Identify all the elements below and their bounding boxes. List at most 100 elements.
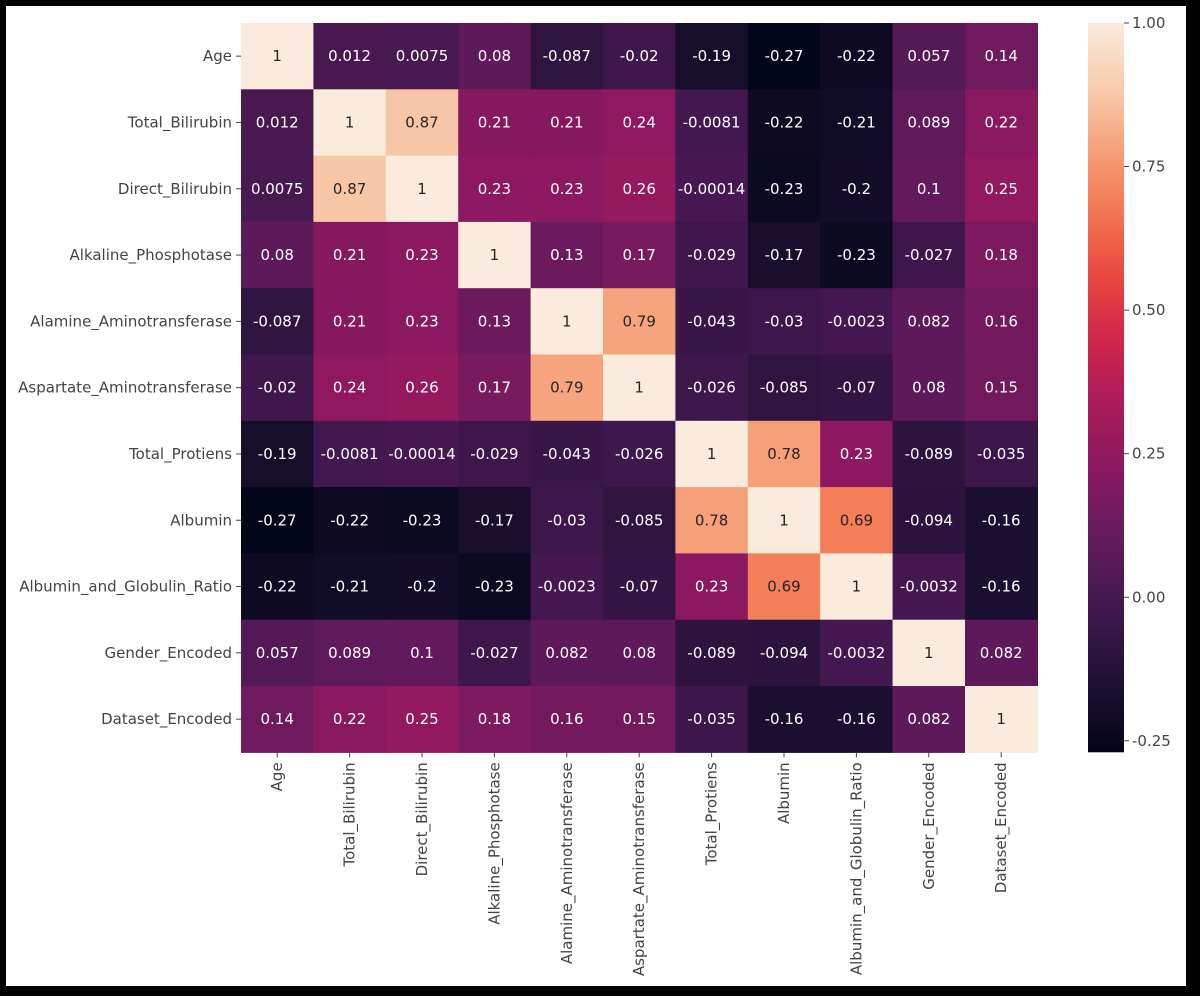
heatmap-cell bbox=[385, 155, 459, 223]
cell-annotation: 0.25 bbox=[984, 180, 1017, 198]
x-label-dataset-encoded: Dataset_Encoded bbox=[992, 762, 1011, 893]
heatmap-cell bbox=[747, 686, 821, 753]
heatmap-cell bbox=[892, 221, 966, 289]
heatmap-cell bbox=[458, 155, 532, 223]
cell-annotation: -0.22 bbox=[330, 511, 369, 529]
heatmap-cell bbox=[313, 420, 387, 488]
heatmap-cell bbox=[820, 288, 894, 356]
cell-annotation: 0.1 bbox=[410, 644, 434, 662]
cell-annotation: 0.79 bbox=[622, 312, 655, 330]
cell-annotation: -0.2 bbox=[407, 578, 436, 596]
heatmap-cell bbox=[965, 553, 1038, 621]
cell-annotation: 1 bbox=[490, 246, 500, 264]
cell-annotation: 0.23 bbox=[478, 180, 511, 198]
heatmap-cell bbox=[747, 487, 821, 554]
cell-annotation: 0.08 bbox=[912, 379, 945, 397]
heatmap-cell bbox=[458, 89, 532, 157]
cell-annotation: 0.23 bbox=[405, 312, 438, 330]
heatmap-cell bbox=[385, 354, 459, 422]
heatmap-cell bbox=[313, 288, 387, 356]
cell-annotation: 0.21 bbox=[333, 312, 366, 330]
cell-annotation: 0.22 bbox=[333, 710, 366, 728]
cell-annotation: -0.07 bbox=[837, 379, 876, 397]
heatmap-cell bbox=[530, 155, 604, 223]
colorbar-tick-label: -0.25 bbox=[1132, 732, 1171, 750]
cell-annotation: -0.085 bbox=[760, 379, 808, 397]
cell-annotation: -0.029 bbox=[687, 246, 735, 264]
heatmap-cell bbox=[603, 686, 676, 753]
heatmap-cell bbox=[241, 354, 314, 422]
cell-annotation: 1 bbox=[562, 312, 572, 330]
cell-annotation: 0.78 bbox=[695, 511, 728, 529]
heatmap-cell bbox=[965, 619, 1038, 687]
heatmap-cell bbox=[965, 420, 1038, 488]
cell-annotation: 1 bbox=[417, 180, 427, 198]
cell-annotation: 0.69 bbox=[767, 578, 800, 596]
heatmap-cell bbox=[820, 686, 894, 753]
y-label-albumin: Albumin bbox=[170, 511, 232, 529]
heatmap-cell bbox=[603, 354, 676, 422]
cell-annotation: 0.23 bbox=[550, 180, 583, 198]
cell-annotation: -0.026 bbox=[615, 445, 663, 463]
cell-annotation: 0.26 bbox=[405, 379, 438, 397]
cell-annotation: -0.21 bbox=[330, 578, 369, 596]
cell-annotation: 0.23 bbox=[695, 578, 728, 596]
colorbar-tick-label: 0.00 bbox=[1132, 588, 1165, 606]
cell-annotation: 0.1 bbox=[917, 180, 941, 198]
heatmap-cell bbox=[603, 619, 676, 687]
cell-annotation: 0.16 bbox=[984, 312, 1017, 330]
cell-annotation: 0.23 bbox=[840, 445, 873, 463]
heatmap-cell bbox=[747, 354, 821, 422]
colorbar: -0.25 0.00 0.25 0.50 0.75 1.00 bbox=[1088, 14, 1171, 753]
heatmap-cell bbox=[820, 155, 894, 223]
cell-annotation: 0.0075 bbox=[396, 47, 449, 65]
cell-annotation: -0.087 bbox=[253, 312, 301, 330]
cell-annotation: 0.23 bbox=[405, 246, 438, 264]
heatmap-cell bbox=[530, 553, 604, 621]
cell-annotation: -0.2 bbox=[842, 180, 871, 198]
heatmap-cell bbox=[603, 288, 676, 356]
cell-annotation: 0.089 bbox=[907, 113, 950, 131]
cell-annotation: 0.012 bbox=[328, 47, 371, 65]
y-label-age: Age bbox=[203, 47, 232, 65]
y-axis-labels: Age Total_Bilirubin Direct_Bilirubin Alkali… bbox=[18, 47, 241, 729]
heatmap-cell bbox=[458, 23, 532, 90]
heatmap-cell bbox=[965, 686, 1038, 753]
heatmap-cell bbox=[965, 288, 1038, 356]
heatmap-cell bbox=[385, 288, 459, 356]
cell-annotation: 0.08 bbox=[260, 246, 293, 264]
heatmap-cell bbox=[820, 221, 894, 289]
cell-annotation: 0.08 bbox=[622, 644, 655, 662]
cell-annotation: -0.0032 bbox=[827, 644, 885, 662]
heatmap-cell bbox=[241, 619, 314, 687]
cell-annotation: 0.089 bbox=[328, 644, 371, 662]
x-label-gender-encoded: Gender_Encoded bbox=[920, 762, 939, 889]
heatmap-cell bbox=[603, 23, 676, 90]
x-label-total-protiens: Total_Protiens bbox=[703, 762, 722, 866]
cell-annotation: 0.16 bbox=[550, 710, 583, 728]
heatmap-cell bbox=[892, 487, 966, 554]
colorbar-tick-label: 0.75 bbox=[1132, 158, 1165, 176]
heatmap-cell bbox=[241, 221, 314, 289]
colorbar-tick-label: 0.25 bbox=[1132, 445, 1165, 463]
cell-annotation: -0.16 bbox=[837, 710, 876, 728]
cell-annotation: -0.089 bbox=[687, 644, 735, 662]
cell-annotation: 0.24 bbox=[622, 113, 655, 131]
heatmap-cell bbox=[530, 23, 604, 90]
heatmap-cell bbox=[385, 221, 459, 289]
cell-annotation: 0.17 bbox=[478, 379, 511, 397]
x-axis-labels: Age Total_Bilirubin Direct_Bilirubin Alkali… bbox=[268, 752, 1011, 976]
cell-annotation: -0.23 bbox=[765, 180, 804, 198]
heatmap-cell bbox=[241, 89, 314, 157]
heatmap-cell bbox=[313, 89, 387, 157]
cell-annotation: -0.16 bbox=[982, 511, 1021, 529]
heatmap-cell bbox=[747, 89, 821, 157]
cell-annotation: -0.0081 bbox=[683, 113, 741, 131]
cell-annotation: -0.23 bbox=[403, 511, 442, 529]
cell-annotation: -0.22 bbox=[765, 113, 804, 131]
heatmap-cell bbox=[313, 686, 387, 753]
heatmap-annotations: 1 0.012 0.0075 0.08 -0.087 -0.02 -0.19 -0.27 -0.… bbox=[251, 47, 1025, 728]
heatmap-cell bbox=[241, 288, 314, 356]
heatmap-cell bbox=[892, 155, 966, 223]
cell-annotation: 0.057 bbox=[907, 47, 950, 65]
